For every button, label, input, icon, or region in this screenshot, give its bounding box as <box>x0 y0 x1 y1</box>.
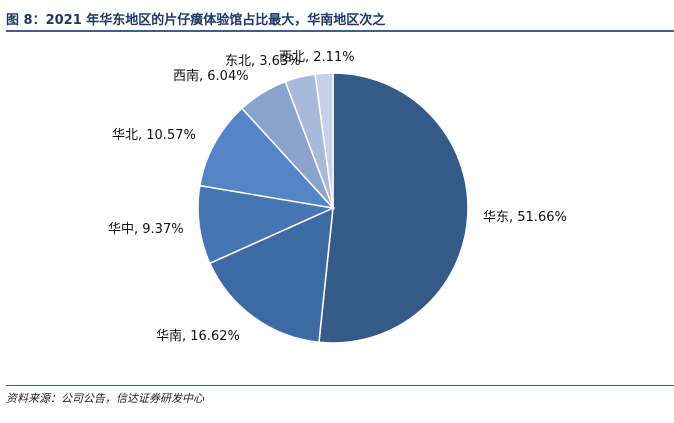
source-divider <box>6 385 674 386</box>
pie-slice-3 <box>197 184 336 265</box>
pie-slice-1 <box>318 72 469 344</box>
figure-title: 图 8：2021 年华东地区的片仔癀体验馆占比最大，华南地区次之 <box>6 13 386 28</box>
pie-slices <box>197 72 469 344</box>
pie-slice-4 <box>199 107 336 210</box>
pie-slice-7 <box>314 72 334 209</box>
slice-label-1: 华东, 51.66% <box>483 210 567 225</box>
pie-labels: 华东, 51.66% 华南, 16.62% 华中, 9.37% 华北, 10.57% 西… <box>108 50 567 344</box>
pie-slice-2 <box>208 206 334 344</box>
title-divider <box>6 30 674 32</box>
slice-label-2: 华南, 16.62% <box>156 328 240 344</box>
slice-label-7: 西北, 2.11% <box>279 50 355 65</box>
slice-label-5: 西南, 6.04% <box>173 68 249 84</box>
source-note: 资料来源：公司公告，信达证券研发中心 <box>6 392 204 405</box>
slice-label-3: 华中, 9.37% <box>108 222 184 237</box>
slice-label-6: 东北, 3.63% <box>225 54 301 69</box>
slice-label-4: 华北, 10.57% <box>112 128 196 143</box>
